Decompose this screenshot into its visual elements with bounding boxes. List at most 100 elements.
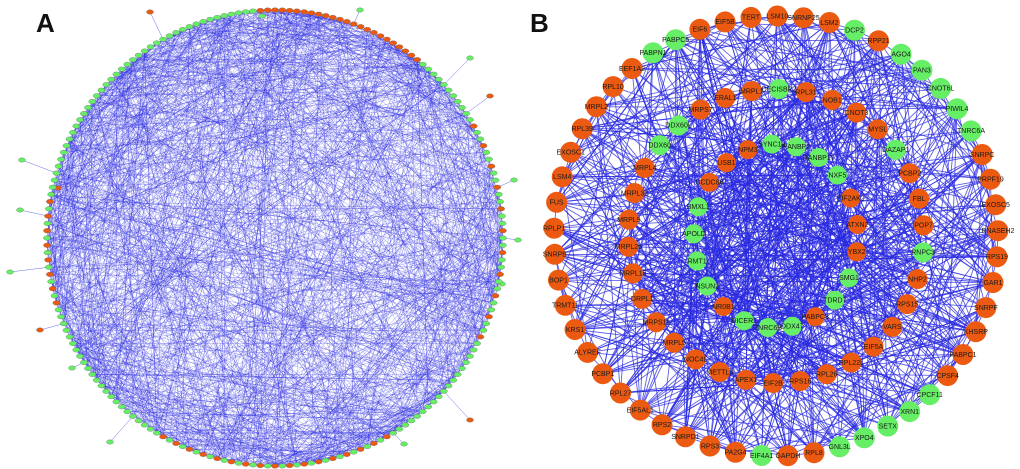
edge-a	[209, 19, 381, 441]
edge-a	[267, 245, 504, 467]
node-label: RPP21	[867, 38, 889, 45]
edge-a	[144, 15, 326, 52]
edge-a	[52, 69, 429, 188]
node-a	[491, 293, 500, 299]
edge-a	[289, 10, 478, 133]
edge-a	[210, 19, 374, 33]
node-a-outlier	[356, 7, 364, 13]
node-label: EXOSC1	[556, 150, 585, 157]
node-label: TRMT11	[552, 303, 579, 310]
node-a	[469, 123, 478, 129]
edge-a	[238, 237, 504, 464]
node-label: DDX60L	[665, 123, 692, 130]
node-label: SETX	[879, 423, 898, 430]
edge-a	[318, 79, 439, 462]
node-a	[395, 426, 404, 432]
node-label: ATXN2	[846, 222, 868, 229]
node-label: RANBP2	[782, 144, 810, 151]
edge-a	[116, 10, 283, 402]
node-a	[300, 461, 308, 467]
node-a	[413, 413, 421, 419]
edge-a	[453, 95, 501, 202]
edge-a	[217, 17, 429, 407]
edge-a	[87, 39, 387, 108]
node-label: EIF2B	[763, 380, 783, 387]
node-a	[473, 130, 481, 135]
edge-a	[96, 23, 354, 381]
edge-a	[422, 64, 490, 317]
edge-a	[267, 391, 444, 467]
edge-a	[48, 259, 374, 444]
edge-a	[162, 39, 490, 317]
edge-a	[380, 35, 501, 275]
edge-a	[54, 180, 164, 437]
node-a	[80, 359, 88, 365]
edge-a	[51, 79, 439, 195]
edge-a	[60, 316, 164, 437]
edge-a	[48, 113, 85, 268]
edge-a	[47, 252, 139, 421]
edge-a	[304, 187, 498, 465]
node-label: NOC4L	[684, 357, 707, 364]
edge-a	[127, 411, 412, 421]
edge-a	[132, 59, 204, 455]
edge-a	[267, 125, 474, 467]
edge-b	[675, 39, 879, 42]
edge-a	[245, 428, 400, 465]
edge-a	[66, 145, 458, 375]
node-label: CPCF11	[917, 392, 943, 399]
edge-a	[60, 26, 361, 317]
edge-a	[111, 90, 449, 397]
edge-a	[111, 64, 423, 80]
edge-a	[231, 343, 478, 462]
edge-a	[48, 267, 170, 441]
edge-a	[49, 201, 502, 209]
edge-a	[83, 64, 128, 363]
edge-a	[51, 281, 434, 402]
edge-a	[87, 107, 107, 392]
node-label: EIF4A1	[750, 453, 773, 460]
node-a	[314, 11, 323, 17]
node-label: MRPL32	[621, 190, 648, 197]
edge-a	[162, 15, 225, 437]
node-label: TERT	[742, 15, 761, 22]
node-label: DECISBP2	[762, 86, 797, 93]
edge-a	[72, 46, 400, 133]
node-a	[321, 457, 330, 463]
node-a	[435, 394, 443, 400]
edge-a	[175, 138, 481, 444]
node-label: BMXL1	[687, 204, 710, 211]
edge-a	[189, 26, 498, 289]
edge-a	[101, 215, 502, 386]
node-label: TDRD7	[823, 298, 846, 305]
node-a	[498, 250, 507, 256]
edge-a	[111, 79, 145, 426]
edge-a	[189, 26, 225, 461]
edge-a	[296, 391, 444, 466]
edge-a	[83, 208, 502, 363]
edge-a	[417, 59, 504, 231]
edge-a	[47, 107, 89, 224]
edge-a	[76, 74, 434, 351]
edge-a	[332, 323, 487, 459]
node-a	[489, 300, 498, 306]
edge-a	[318, 201, 501, 462]
edge-a	[217, 95, 454, 459]
edge-a-outlier	[21, 159, 57, 174]
node-a-outlier	[466, 417, 474, 423]
node-label: METTL3	[706, 369, 733, 376]
node-a	[479, 327, 488, 333]
edge-a	[399, 180, 496, 430]
node-label: RPS19	[986, 254, 1008, 261]
node-a	[256, 463, 265, 468]
node-label: PA2G4	[724, 450, 746, 457]
edge-a	[217, 138, 481, 459]
edge-a	[101, 69, 429, 91]
edge-a	[79, 64, 423, 357]
edge-a	[69, 32, 374, 140]
edge-a	[116, 32, 374, 75]
edge-a	[189, 26, 232, 462]
node-a	[92, 377, 101, 383]
edge-a	[58, 126, 77, 310]
